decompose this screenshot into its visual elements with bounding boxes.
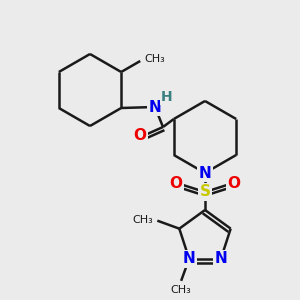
Text: CH₃: CH₃ (133, 215, 153, 225)
Text: O: O (169, 176, 182, 190)
Text: O: O (227, 176, 241, 190)
Text: O: O (134, 128, 146, 142)
Text: CH₃: CH₃ (171, 285, 191, 295)
Text: N: N (183, 251, 196, 266)
Text: H: H (161, 90, 173, 104)
Text: N: N (148, 100, 161, 115)
Text: N: N (214, 251, 227, 266)
Text: CH₃: CH₃ (144, 54, 165, 64)
Text: S: S (200, 184, 211, 200)
Text: N: N (199, 166, 212, 181)
